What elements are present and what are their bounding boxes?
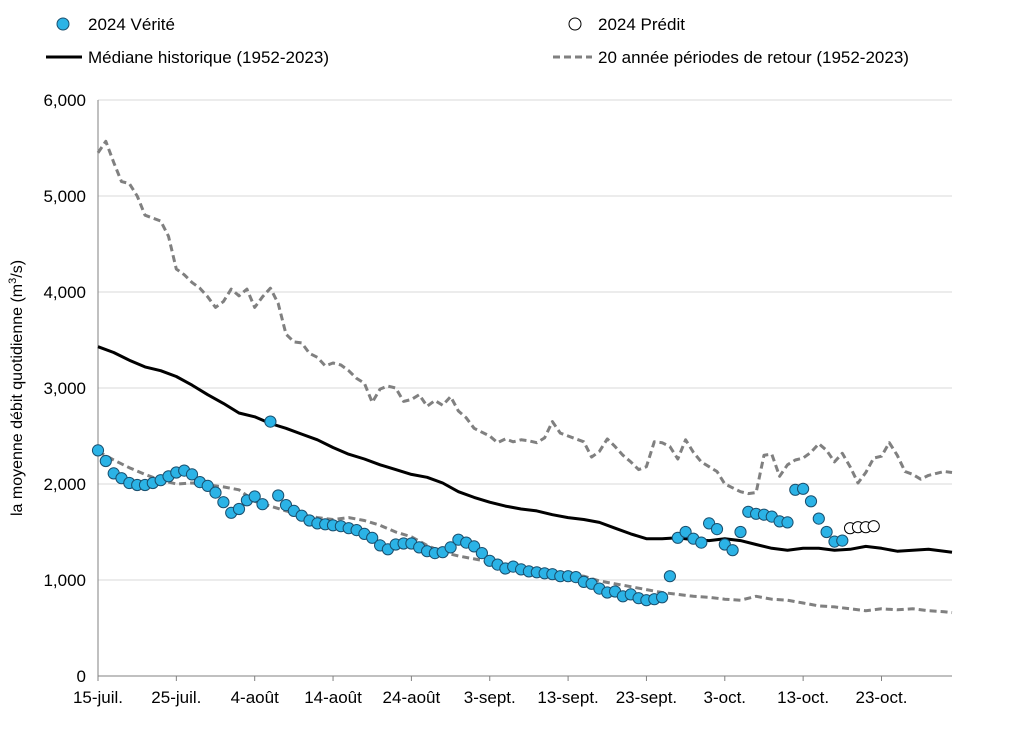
markers xyxy=(91,415,880,607)
y-tick-label: 4,000 xyxy=(43,283,86,302)
verite-point xyxy=(663,570,677,583)
verite-point xyxy=(656,591,669,604)
legend-label-median: Médiane historique (1952-2023) xyxy=(88,48,329,67)
verite-point xyxy=(781,516,794,529)
verite-point xyxy=(91,444,105,457)
y-tick-label: 1,000 xyxy=(43,571,86,590)
y-axis-label-main: la moyenne débit quotidienne (m xyxy=(9,284,26,516)
x-tick-label: 14-août xyxy=(304,688,362,707)
verite-point xyxy=(99,454,112,468)
x-tick-label: 13-sept. xyxy=(537,688,598,707)
y-tick-label: 3,000 xyxy=(43,379,86,398)
legend-label-predit: 2024 Prédit xyxy=(598,15,685,34)
verite-point xyxy=(468,540,481,553)
y-tick-label: 5,000 xyxy=(43,187,86,206)
x-tick-label: 13-oct. xyxy=(777,688,829,707)
verite-point xyxy=(710,523,724,536)
verite-point xyxy=(366,531,379,544)
verite-point xyxy=(256,498,269,511)
x-tick-labels: 15-juil. 25-juil. 4-août 14-août 24-août 3-se… xyxy=(73,676,907,707)
verite-point xyxy=(836,534,849,547)
verite-point xyxy=(232,502,246,516)
predit-point xyxy=(867,520,880,533)
legend: 2024 Vérité 2024 Prédit Médiane historiq… xyxy=(46,15,909,67)
x-tick-label: 23-oct. xyxy=(855,688,907,707)
y-axis-label-superscript: 3 xyxy=(7,278,19,284)
verite-point xyxy=(797,482,810,495)
verite-point xyxy=(272,489,285,502)
verite-point xyxy=(812,512,825,525)
verite-point xyxy=(734,525,747,539)
verite-point xyxy=(201,479,214,492)
axes xyxy=(97,100,952,677)
verite-point xyxy=(726,544,739,557)
verite-point xyxy=(804,495,818,508)
x-tick-label: 3-sept. xyxy=(464,688,516,707)
y-tick-labels: 0 1,000 2,000 3,000 4,000 5,000 6,000 xyxy=(43,91,86,686)
y-tick-label: 6,000 xyxy=(43,91,86,110)
x-tick-label: 15-juil. xyxy=(73,688,123,707)
series xyxy=(96,139,953,615)
x-tick-label: 3-oct. xyxy=(704,688,747,707)
x-tick-label: 4-août xyxy=(231,688,279,707)
verite-point xyxy=(248,490,261,503)
verite-point xyxy=(820,525,833,539)
x-tick-label: 25-juil. xyxy=(151,688,201,707)
y-axis-label-tail: /s) xyxy=(9,260,26,278)
return-period-upper-line xyxy=(96,139,953,496)
verite-point xyxy=(444,541,457,554)
median-line xyxy=(97,345,953,554)
y-axis-label: la moyenne débit quotidienne (m3/s) xyxy=(7,260,26,516)
verite-point xyxy=(695,536,708,549)
verite-point xyxy=(475,547,488,560)
verite-point xyxy=(185,468,199,481)
legend-label-return: 20 année périodes de retour (1952-2023) xyxy=(598,48,909,67)
y-tick-label: 2,000 xyxy=(43,475,86,494)
x-tick-label: 23-sept. xyxy=(616,688,677,707)
x-tick-label: 24-août xyxy=(383,688,441,707)
verite-point xyxy=(209,486,222,499)
legend-marker-verite xyxy=(56,17,70,31)
legend-marker-predit xyxy=(568,17,582,31)
legend-label-verite: 2024 Vérité xyxy=(88,15,175,34)
verite-point xyxy=(264,415,277,428)
gridlines xyxy=(98,99,952,581)
verite-point xyxy=(679,525,692,539)
verite-point xyxy=(217,496,230,509)
y-tick-label: 0 xyxy=(77,667,86,686)
